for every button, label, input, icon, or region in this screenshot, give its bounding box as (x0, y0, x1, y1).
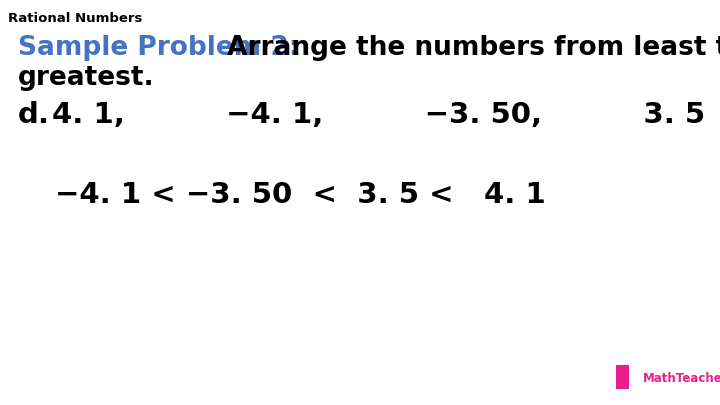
Text: d.: d. (18, 101, 50, 129)
Text: 4. 1,          −4. 1,          −3. 50,          3. 5: 4. 1, −4. 1, −3. 50, 3. 5 (52, 101, 705, 129)
FancyBboxPatch shape (616, 364, 630, 390)
Text: −4. 1 < −3. 50  <  3. 5 <   4. 1: −4. 1 < −3. 50 < 3. 5 < 4. 1 (55, 181, 546, 209)
Text: Rational Numbers: Rational Numbers (8, 12, 143, 25)
Text: greatest.: greatest. (18, 65, 155, 91)
Text: Sample Problem 2:: Sample Problem 2: (18, 35, 300, 61)
Text: Arrange the numbers from least to: Arrange the numbers from least to (218, 35, 720, 61)
Text: MathTeacherCoach.com: MathTeacherCoach.com (643, 372, 720, 385)
